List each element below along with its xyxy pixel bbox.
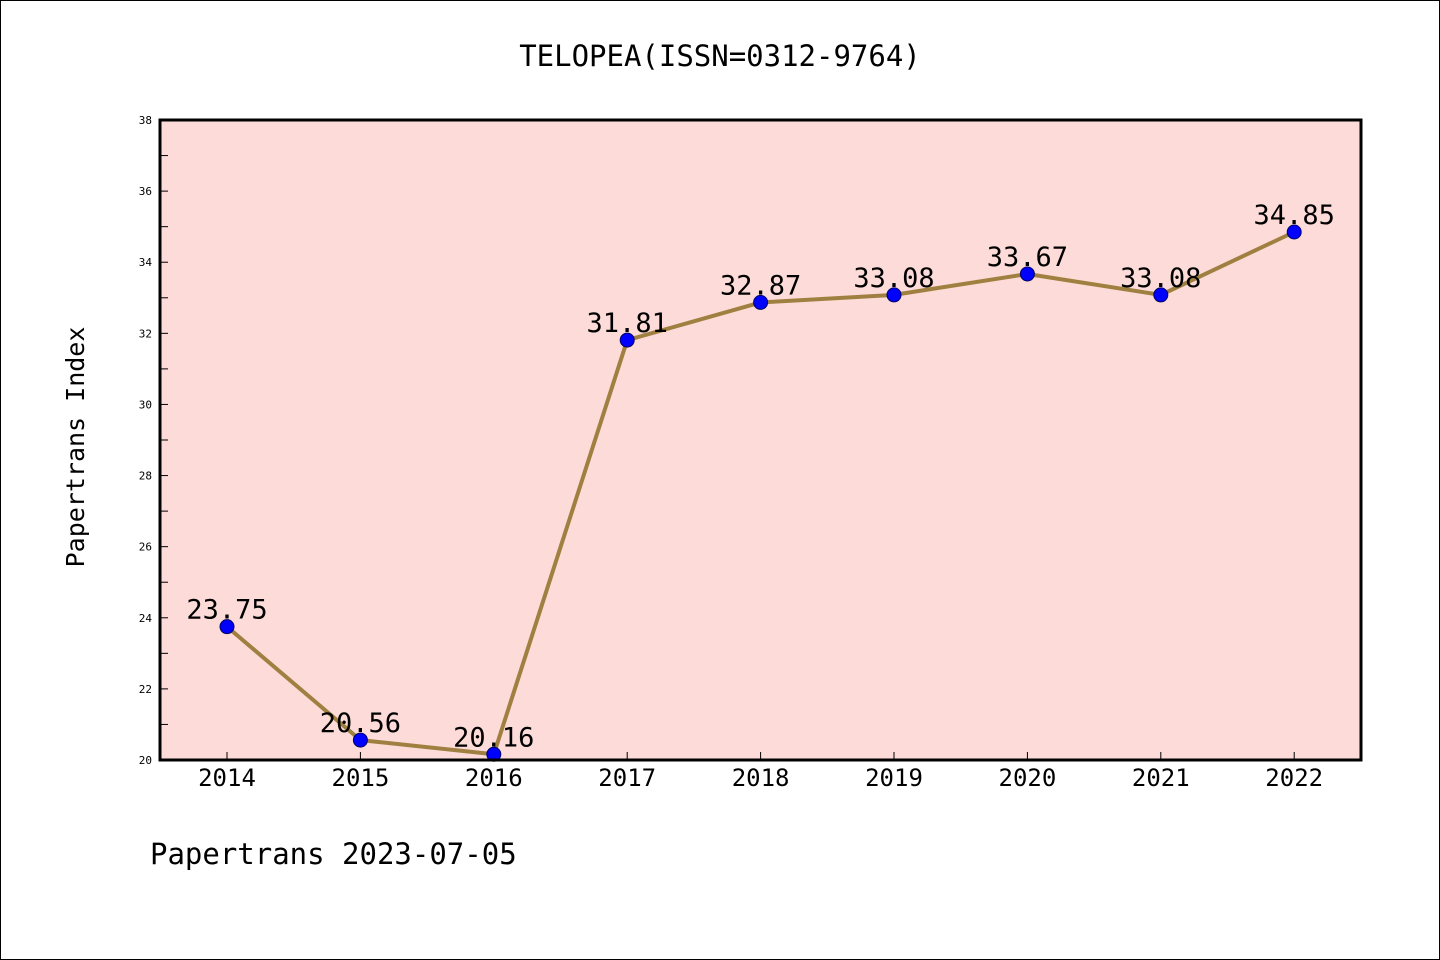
data-point-label: 31.81: [587, 308, 668, 339]
data-labels: 23.75 20.56 20.16 31.81 32.87 33.08 33.67 33.08…: [186, 200, 1334, 753]
footer-watermark: Papertrans 2023-07-05: [150, 837, 517, 871]
data-point-marker: [219, 619, 235, 635]
data-point-label: 33.67: [987, 242, 1068, 273]
y-tick-label: 26: [139, 541, 152, 554]
data-markers: [219, 224, 1302, 762]
data-point-label: 33.08: [1120, 263, 1201, 294]
data-point-label: 20.56: [320, 708, 401, 739]
data-point-label: 33.08: [853, 263, 934, 294]
x-tick-label: 2017: [598, 764, 656, 792]
x-tick-label: 2022: [1265, 764, 1323, 792]
y-axis-label: Papertrans Index: [61, 327, 90, 568]
x-tick-label: 2018: [732, 764, 790, 792]
x-tick-label: 2016: [465, 764, 523, 792]
y-tick-label: 22: [139, 683, 152, 696]
data-point-marker: [886, 287, 902, 303]
x-tick-label: 2019: [865, 764, 923, 792]
x-tick-label: 2020: [999, 764, 1057, 792]
data-point-marker: [352, 732, 368, 748]
x-axis: 2014 2015 2016 2017 2018 2019 2020 2021 2022: [198, 752, 1323, 792]
y-tick-label: 32: [139, 327, 152, 340]
chart-title: TELOPEA(ISSN=0312-9764): [519, 39, 921, 73]
y-tick-label: 20: [139, 754, 152, 767]
data-point-label: 23.75: [186, 595, 267, 626]
y-tick-label: 36: [139, 185, 152, 198]
x-tick-label: 2015: [332, 764, 390, 792]
y-tick-label: 28: [139, 470, 152, 483]
x-tick-label: 2021: [1132, 764, 1190, 792]
plot-border: [158, 118, 1363, 762]
data-point-marker: [1286, 224, 1302, 240]
data-point-marker: [1019, 266, 1035, 282]
data-point-marker: [619, 332, 635, 348]
data-point-label: 20.16: [453, 722, 534, 753]
data-point-marker: [753, 294, 769, 310]
plot-area: [160, 120, 1361, 760]
y-tick-label: 24: [139, 612, 153, 625]
data-point-marker: [1153, 287, 1169, 303]
y-tick-label: 34: [139, 256, 153, 269]
x-tick-label: 2014: [198, 764, 256, 792]
data-point-label: 34.85: [1254, 200, 1335, 231]
y-tick-label: 38: [139, 114, 152, 127]
data-point-label: 32.87: [720, 270, 801, 301]
y-tick-label: 30: [139, 398, 152, 411]
